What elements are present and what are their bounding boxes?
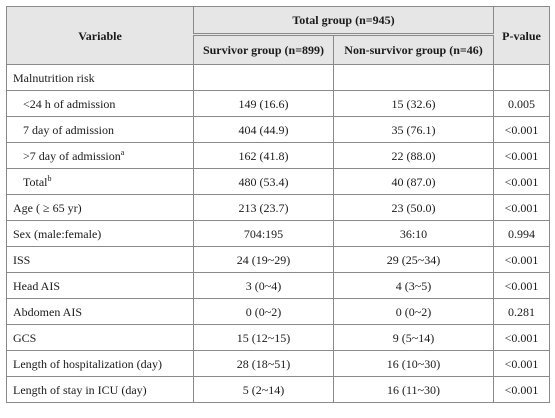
header-variable: Variable [6,6,194,65]
p-value-cell: <0.001 [493,142,551,169]
row-variable-cell: >7 day of admissiona [6,142,194,169]
table-row: Length of stay in ICU (day) 5 (2~14) 16 (1… [6,376,551,403]
row-variable-cell: Age ( ≥ 65 yr) [6,194,194,221]
table-header: Variable Total group (n=945) P-value Sur… [6,6,551,65]
non-survivor-value-cell: 15 (32.6) [332,90,495,117]
row-variable-label: 7 day of admission [23,122,114,137]
table-row: GCS 15 (12~15) 9 (5~14) <0.001 [6,324,551,351]
row-variable-cell: Length of stay in ICU (day) [6,376,194,403]
table-row: Head AIS 3 (0~4) 4 (3~5) <0.001 [6,272,551,299]
table-row: >7 day of admissiona 162 (41.8) 22 (88.0) <… [6,142,551,169]
non-survivor-value-cell [332,64,495,91]
survivor-value-cell: 5 (2~14) [193,376,334,403]
row-variable-label: Length of stay in ICU (day) [13,382,147,397]
p-value-cell: 0.005 [493,90,551,117]
row-variable-cell: Totalb [6,168,194,195]
row-variable-cell: 7 day of admission [6,116,194,143]
p-value-cell: 0.281 [493,298,551,325]
p-value-cell: <0.001 [493,324,551,351]
table-row: Malnutrition risk [6,64,551,91]
row-variable-cell: Length of hospitalization (day) [6,350,194,377]
p-value-cell: 0.994 [493,220,551,247]
header-total-group: Total group (n=945) [192,6,495,36]
row-variable-cell: Abdomen AIS [6,298,194,325]
survivor-value-cell: 0 (0~2) [193,298,334,325]
survivor-value-cell: 28 (18~51) [193,350,334,377]
non-survivor-value-cell: 29 (25~34) [332,246,495,273]
p-value-cell: <0.001 [493,272,551,299]
survivor-value-cell: 404 (44.9) [193,116,334,143]
table-row: ISS 24 (19~29) 29 (25~34) <0.001 [6,246,551,273]
table-row: Abdomen AIS 0 (0~2) 0 (0~2) 0.281 [6,298,551,325]
p-value-cell: <0.001 [493,168,551,195]
table-row: Length of hospitalization (day) 28 (18~51… [6,350,551,377]
footnote-marker: b [47,173,52,183]
table-body: Malnutrition risk <24 h of admission 149 (… [6,64,551,403]
row-variable-cell: Head AIS [6,272,194,299]
row-variable-label: <24 h of admission [23,96,116,111]
header-non-survivor-group: Non-survivor group (n=46) [332,34,495,65]
non-survivor-value-cell: 40 (87.0) [332,168,495,195]
row-variable-cell: GCS [6,324,194,351]
survivor-value-cell: 704:195 [193,220,334,247]
p-value-cell: <0.001 [493,194,551,221]
non-survivor-value-cell: 23 (50.0) [332,194,495,221]
survivor-value-cell: 213 (23.7) [193,194,334,221]
survivor-value-cell: 15 (12~15) [193,324,334,351]
non-survivor-value-cell: 22 (88.0) [332,142,495,169]
row-variable-label: Malnutrition risk [13,70,95,85]
non-survivor-value-cell: 0 (0~2) [332,298,495,325]
non-survivor-value-cell: 35 (76.1) [332,116,495,143]
p-value-cell: <0.001 [493,116,551,143]
survivor-value-cell: 3 (0~4) [193,272,334,299]
row-variable-cell: ISS [6,246,194,273]
row-variable-label: ISS [13,252,31,267]
survivor-value-cell: 480 (53.4) [193,168,334,195]
non-survivor-value-cell: 36:10 [332,220,495,247]
non-survivor-value-cell: 4 (3~5) [332,272,495,299]
row-variable-label: Head AIS [13,278,60,293]
table-row: Totalb 480 (53.4) 40 (87.0) <0.001 [6,168,551,195]
non-survivor-value-cell: 16 (11~30) [332,376,495,403]
row-variable-cell: Sex (male:female) [6,220,194,247]
survivor-value-cell [193,64,334,91]
row-variable-label: Abdomen AIS [13,304,82,319]
row-variable-label: Length of hospitalization (day) [13,356,162,371]
row-variable-label: >7 day of admission [23,148,121,163]
non-survivor-value-cell: 9 (5~14) [332,324,495,351]
footnote-marker: a [120,147,125,157]
p-value-cell: <0.001 [493,376,551,403]
table-row: 7 day of admission 404 (44.9) 35 (76.1) <0.… [6,116,551,143]
table-row: Sex (male:female) 704:195 36:10 0.994 [6,220,551,247]
survivor-value-cell: 162 (41.8) [193,142,334,169]
table-row: <24 h of admission 149 (16.6) 15 (32.6) 0.0… [6,90,551,117]
p-value-cell: <0.001 [493,246,551,273]
header-p-value: P-value [493,6,551,65]
data-table: Variable Total group (n=945) P-value Sur… [6,6,551,403]
survivor-value-cell: 149 (16.6) [193,90,334,117]
row-variable-label: GCS [13,330,37,345]
p-value-cell [493,64,551,91]
row-variable-cell: Malnutrition risk [6,64,194,91]
p-value-cell: <0.001 [493,350,551,377]
row-variable-label: Total [23,174,48,189]
header-survivor-group: Survivor group (n=899) [193,34,334,65]
row-variable-label: Age ( ≥ 65 yr) [13,200,82,215]
row-variable-cell: <24 h of admission [6,90,194,117]
table-row: Age ( ≥ 65 yr) 213 (23.7) 23 (50.0) <0.001 [6,194,551,221]
row-variable-label: Sex (male:female) [13,226,102,241]
non-survivor-value-cell: 16 (10~30) [332,350,495,377]
survivor-value-cell: 24 (19~29) [193,246,334,273]
